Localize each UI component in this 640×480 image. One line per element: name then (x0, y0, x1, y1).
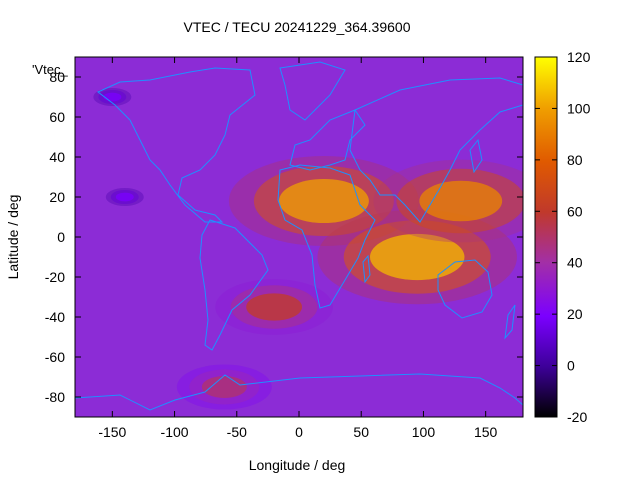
y-tick-label: 0 (57, 229, 65, 245)
coastline-europe (289, 109, 366, 171)
coastline-australia (437, 259, 493, 319)
y-tick-label: -60 (45, 349, 65, 365)
colorbar-tick-label: 100 (567, 100, 591, 116)
colorbar-tick-label: 80 (567, 152, 583, 168)
y-tick-label: 80 (49, 69, 65, 85)
y-axis-ticks: -80 -60 -40 -20 0 20 40 60 80 (45, 69, 523, 405)
ionization-zone-6-layer-2 (103, 92, 122, 102)
colorbar-tick-label: 0 (567, 358, 575, 374)
y-tick-label: -20 (45, 269, 65, 285)
colorbar (534, 56, 558, 418)
ionization-zone-5-layer-2 (115, 192, 134, 202)
coastline-antarctica (75, 373, 523, 411)
x-tick-label: 150 (474, 424, 498, 440)
coastline-africa (277, 164, 376, 309)
coastline-north-america (97, 67, 256, 223)
x-tick-label: 0 (295, 424, 303, 440)
colorbar-tick-label: 120 (567, 49, 591, 65)
heatmap-field (75, 57, 523, 417)
colorbar-tick-label: 40 (567, 255, 583, 271)
x-tick-label: -100 (161, 424, 189, 440)
x-tick-label: -50 (227, 424, 247, 440)
y-axis-label: Latitude / deg (5, 195, 21, 280)
coastline-asia (349, 77, 523, 223)
y-tick-label: 40 (49, 149, 65, 165)
colorbar-tick-label: -20 (567, 409, 587, 425)
x-tick-label: 100 (412, 424, 436, 440)
colorbar-tick-label: 20 (567, 306, 583, 322)
x-tick-label: 50 (353, 424, 369, 440)
x-axis-label: Longitude / deg (249, 457, 346, 473)
colorbar-tick-label: 60 (567, 203, 583, 219)
coastline-greenland (279, 61, 346, 121)
coastline-madagascar (362, 254, 371, 284)
ionization-zone-2-layer-2 (419, 180, 503, 222)
y-tick-label: 20 (49, 189, 65, 205)
y-tick-label: -40 (45, 309, 65, 325)
ionization-zone-1-layer-2 (369, 233, 465, 281)
x-axis-ticks: -150 -100 -50 0 50 100 150 (98, 57, 498, 440)
colorbar-ticks: -20 0 20 40 60 80 100 120 (535, 49, 591, 425)
coastline-new-zealand (504, 304, 516, 340)
ionization-zone-3-layer-2 (246, 293, 303, 321)
y-tick-label: -80 (45, 389, 65, 405)
coastline-south-america (199, 219, 269, 351)
ionization-zone-0-layer-2 (278, 179, 369, 223)
coastlines (75, 61, 523, 411)
heatmap-blobs (93, 88, 523, 410)
y-tick-label: 60 (49, 109, 65, 125)
legend-key: 'Vtec_ (32, 62, 68, 77)
coastline-japan (469, 138, 483, 174)
ionization-zone-4-layer-2 (201, 376, 247, 398)
chart-title: VTEC / TECU 20241229_364.39600 (183, 19, 410, 35)
x-tick-label: -150 (98, 424, 126, 440)
